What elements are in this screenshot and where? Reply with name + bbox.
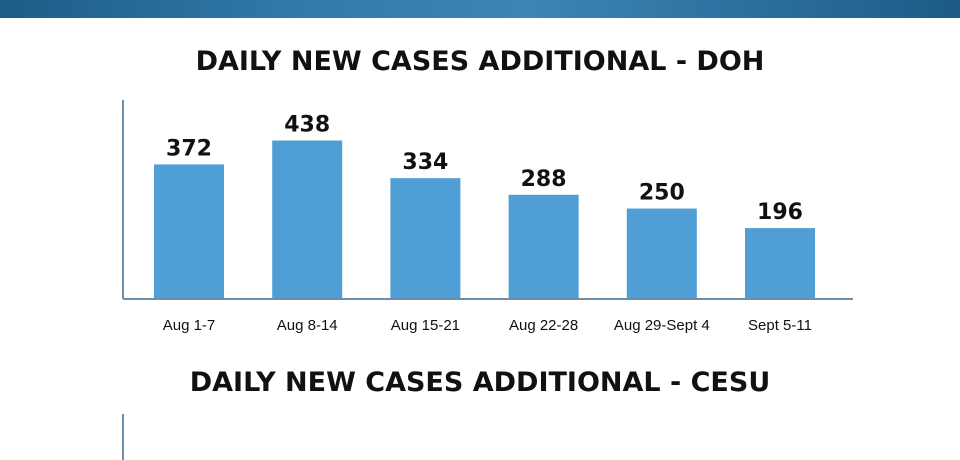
- chart-title-cesu: DAILY NEW CASES ADDITIONAL - CESU: [189, 367, 771, 398]
- data-label-4: 288: [521, 167, 567, 192]
- chart-title-doh: DAILY NEW CASES ADDITIONAL - DOH: [195, 46, 765, 77]
- top-banner: [0, 0, 960, 18]
- category-label-5: Aug 29-Sept 4: [614, 317, 710, 334]
- category-label-1: Aug 1-7: [163, 317, 216, 334]
- bar-chart-doh: 372 Aug 1-7 438 Aug 8-14 334 Aug 15-21 288 Aug …: [122, 100, 853, 334]
- data-label-3: 334: [402, 150, 448, 175]
- bar-6: [745, 228, 815, 299]
- bar-4: [508, 194, 579, 299]
- category-label-6: Sept 5-11: [748, 317, 812, 334]
- bar-1: [154, 164, 224, 299]
- bar-5: [626, 208, 697, 299]
- data-label-2: 438: [284, 113, 330, 138]
- data-label-1: 372: [166, 136, 212, 161]
- data-label-6: 196: [757, 200, 803, 225]
- data-label-5: 250: [639, 181, 685, 206]
- bar-3: [390, 178, 461, 299]
- bar-2: [272, 140, 343, 299]
- category-label-2: Aug 8-14: [277, 317, 338, 334]
- category-label-4: Aug 22-28: [509, 317, 578, 334]
- category-label-3: Aug 15-21: [391, 317, 460, 334]
